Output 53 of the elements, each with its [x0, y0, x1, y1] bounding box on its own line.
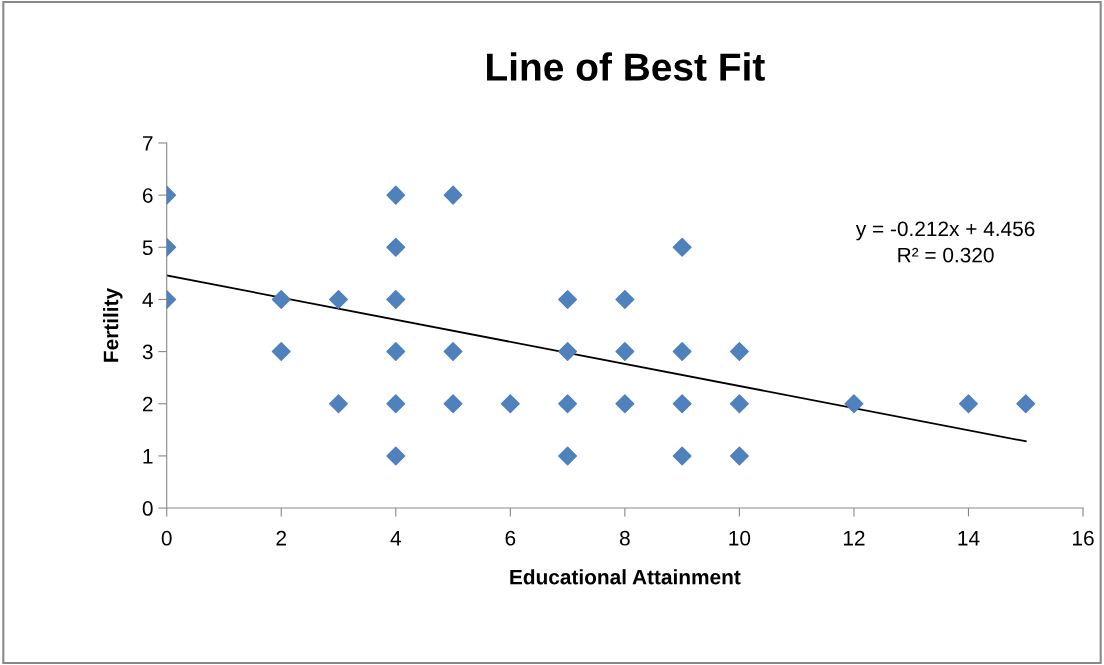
point — [615, 394, 635, 414]
annotation: R² = 0.320 — [898, 247, 994, 263]
point — [271, 289, 291, 309]
point — [672, 394, 692, 414]
point — [329, 394, 348, 414]
point — [672, 342, 692, 362]
x-tick-label: 16 — [1073, 530, 1094, 546]
annotation: y = -0.212x + 4.456 — [855, 221, 1035, 241]
y-tick-label: 5 — [142, 240, 153, 256]
x-tick-label: 12 — [843, 530, 865, 546]
x-tick-label: 14 — [958, 531, 980, 546]
y-tick-label: 1 — [143, 449, 153, 464]
point — [386, 185, 406, 205]
point — [500, 394, 520, 414]
point — [386, 446, 406, 466]
point — [443, 342, 463, 362]
point — [729, 446, 749, 466]
point — [443, 185, 463, 205]
point — [844, 394, 864, 414]
y-tick-label: 0 — [142, 501, 153, 516]
point — [729, 342, 749, 362]
point — [672, 237, 692, 257]
point — [443, 394, 463, 414]
x-tick-label: 8 — [619, 530, 630, 546]
point — [615, 289, 635, 309]
point — [959, 394, 978, 414]
point — [271, 342, 291, 362]
y-axis-title: Fertility — [103, 288, 123, 362]
point — [558, 446, 578, 466]
point — [386, 237, 406, 257]
x-tick-label: 6 — [505, 530, 516, 546]
y-tick-label: 3 — [142, 344, 153, 360]
point — [1016, 394, 1036, 414]
point — [386, 342, 406, 362]
point — [329, 289, 348, 309]
x-tick-label: 0 — [161, 530, 172, 546]
chart-title: Line of Best Fit — [487, 52, 765, 81]
point — [558, 394, 578, 414]
point — [558, 342, 578, 362]
point — [729, 394, 749, 414]
point — [558, 289, 578, 309]
x-tick-label: 2 — [276, 530, 286, 546]
x-tick-label: 4 — [390, 531, 401, 546]
y-tick-label: 6 — [142, 188, 153, 203]
point — [672, 446, 692, 466]
x-axis-title: Educational Attainment — [510, 569, 741, 585]
y-tick-label: 4 — [142, 292, 153, 307]
x-tick-label: 10 — [729, 530, 751, 546]
y-tick-label: 2 — [142, 396, 153, 412]
point — [615, 342, 635, 362]
point — [386, 394, 406, 414]
point — [386, 289, 406, 309]
y-tick-label: 7 — [142, 136, 153, 151]
